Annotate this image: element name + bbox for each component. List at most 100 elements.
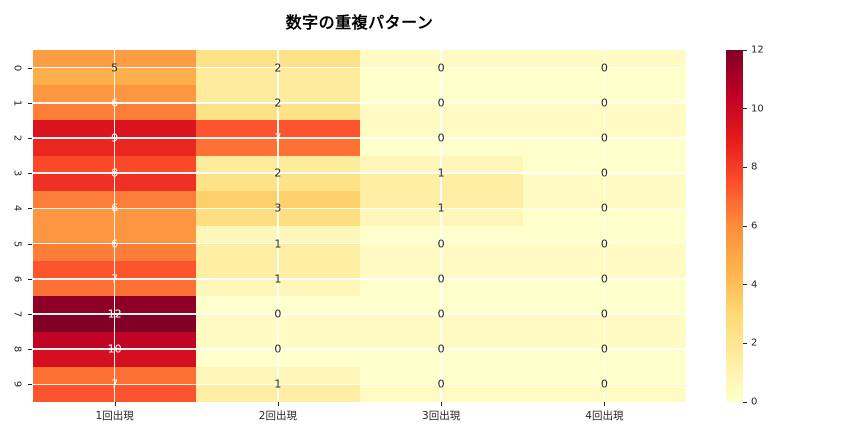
y-tick-mark	[28, 314, 32, 315]
cell-annotation: 0	[600, 342, 608, 356]
colorbar-tick-mark	[743, 49, 747, 51]
y-tick-mark	[28, 102, 32, 104]
grid-line-horizontal	[33, 242, 686, 245]
y-tick-label: 1	[11, 99, 23, 106]
heatmap-plot: 5 2 0 0 6 2 0 0 9 7 0 0 8 2 1 0 6 3 1 0 6 1 0 0 7 1 0 0 12 0 0 0 10 0 0 0 7 1…	[12, 50, 686, 422]
cell-annotation: 0	[437, 96, 445, 110]
cell-annotation: 0	[600, 307, 608, 321]
y-tick-label: 3	[11, 170, 23, 177]
colorbar-tick-mark	[743, 166, 747, 168]
y-tick-mark	[28, 138, 32, 139]
grid-line-horizontal	[33, 383, 686, 386]
cell-annotation: 12	[107, 307, 122, 321]
cell-annotation: 0	[437, 61, 445, 75]
cell-annotation: 6	[111, 201, 119, 215]
cell-annotation: 1	[437, 166, 445, 180]
x-tick-mark	[114, 402, 116, 406]
y-tick-label: 4	[11, 205, 23, 212]
cell-annotation: 0	[274, 307, 282, 321]
y-tick-label: 0	[11, 64, 23, 71]
y-tick-label: 6	[11, 275, 23, 282]
cell-annotation: 0	[437, 307, 445, 321]
cell-annotation: 0	[437, 272, 445, 286]
colorbar-tick-label: 6	[751, 220, 758, 232]
cell-annotation: 0	[600, 61, 608, 75]
grid-line-vertical	[277, 50, 279, 402]
colorbar-tick-mark	[743, 284, 747, 286]
cell-annotation: 5	[111, 61, 119, 75]
cell-annotation: 0	[437, 237, 445, 251]
cell-annotation: 6	[111, 237, 119, 251]
x-tick-label: 4回出現	[585, 410, 624, 422]
chart-title: 数字の重複パターン	[285, 13, 434, 32]
cell-annotation: 7	[111, 272, 119, 286]
cell-annotation: 0	[437, 377, 445, 391]
cell-annotation: 7	[274, 131, 282, 145]
cell-annotation: 8	[111, 166, 119, 180]
colorbar-tick-label: 4	[751, 279, 758, 291]
grid-line-vertical	[440, 50, 442, 402]
y-tick-mark	[28, 208, 32, 210]
y-tick-label: 9	[11, 381, 23, 388]
grid-line-horizontal	[33, 313, 686, 315]
y-tick-mark	[28, 173, 32, 175]
y-tick-mark	[28, 349, 32, 351]
grid-line-horizontal	[33, 348, 686, 350]
cell-annotation: 0	[600, 377, 608, 391]
colorbar-tick-label: 0	[751, 396, 758, 408]
grid-line-horizontal	[33, 172, 686, 174]
colorbar-tick-mark	[743, 342, 747, 344]
colorbar-tick-mark	[743, 401, 747, 403]
cell-annotation: 0	[600, 272, 608, 286]
x-tick-label: 2回出現	[258, 410, 297, 422]
y-tick-mark	[28, 384, 32, 386]
y-tick-mark	[28, 67, 32, 69]
cell-annotation: 1	[274, 272, 282, 286]
grid-line-horizontal	[33, 207, 686, 210]
cell-annotation: 2	[274, 96, 282, 110]
y-tick-mark	[28, 278, 32, 280]
colorbar-tick-label: 8	[751, 161, 758, 173]
grid-line-vertical	[113, 50, 116, 402]
x-tick-label: 1回出現	[95, 410, 134, 422]
colorbar-tick-mark	[743, 108, 747, 110]
grid-line-horizontal	[33, 137, 686, 139]
cell-annotation: 0	[600, 96, 608, 110]
colorbar-tick-label: 2	[751, 337, 758, 349]
cell-annotation: 2	[274, 166, 282, 180]
grid-line-vertical	[603, 50, 606, 402]
cell-annotation: 0	[274, 342, 282, 356]
cell-annotation: 10	[107, 342, 122, 356]
cell-annotation: 0	[600, 201, 608, 215]
cell-annotation: 1	[437, 201, 445, 215]
cell-annotation: 0	[600, 131, 608, 145]
y-tick-label: 8	[11, 346, 23, 353]
x-tick-mark	[441, 402, 443, 406]
cell-annotation: 2	[274, 61, 282, 75]
cell-annotation: 3	[274, 201, 282, 215]
cell-annotation: 1	[274, 377, 282, 391]
colorbar-gradient	[726, 50, 743, 402]
cell-annotation: 6	[111, 96, 119, 110]
cell-annotation: 1	[274, 237, 282, 251]
grid-line-horizontal	[33, 66, 686, 69]
x-tick-mark	[277, 402, 279, 406]
y-tick-label: 7	[11, 310, 23, 318]
cell-annotation: 0	[600, 237, 608, 251]
y-tick-mark	[28, 243, 32, 245]
colorbar: 0 2 4 6 8 10 12	[726, 45, 764, 408]
x-tick-label: 3回出現	[422, 410, 461, 422]
cell-annotation: 7	[111, 377, 119, 391]
grid-line-horizontal	[33, 278, 686, 280]
cell-annotation: 0	[437, 131, 445, 145]
y-tick-label: 2	[11, 134, 23, 142]
colorbar-tick-label: 12	[751, 44, 764, 56]
colorbar-tick-label: 10	[751, 103, 764, 115]
colorbar-tick-mark	[743, 225, 747, 227]
y-tick-label: 5	[11, 240, 23, 247]
x-tick-mark	[604, 402, 606, 406]
cell-annotation: 0	[600, 166, 608, 180]
cell-annotation: 0	[437, 342, 445, 356]
cell-annotation: 9	[111, 131, 119, 145]
